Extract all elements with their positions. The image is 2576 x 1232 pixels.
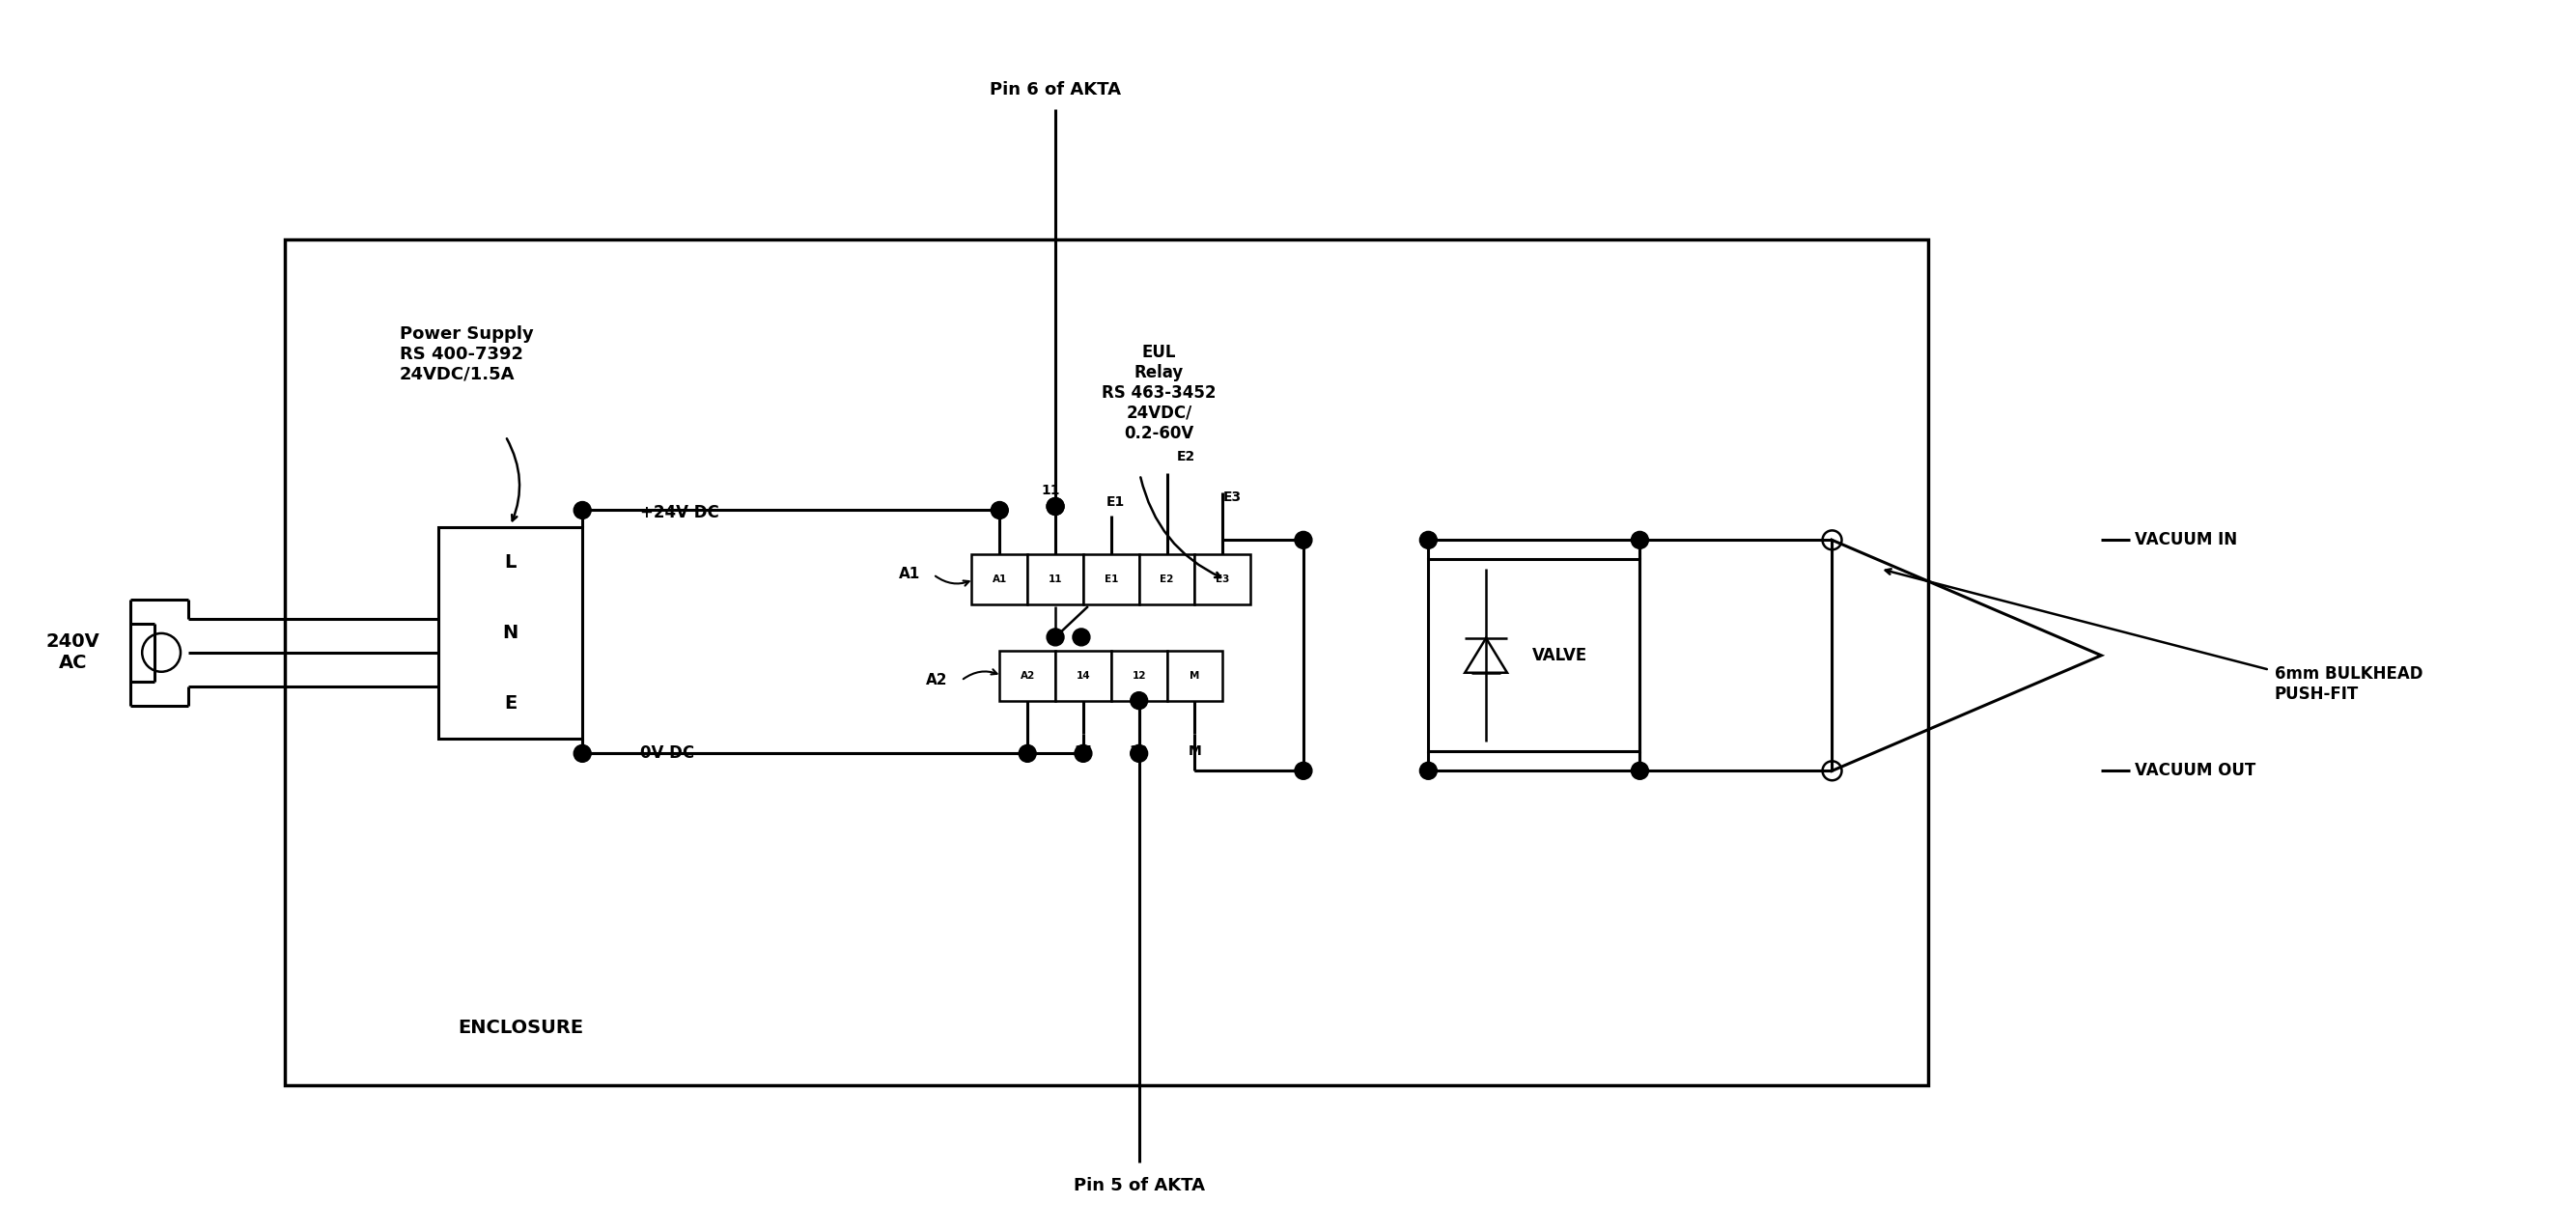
Text: E2: E2 [1159, 574, 1175, 584]
Text: E3: E3 [1224, 490, 1242, 504]
Circle shape [1046, 498, 1064, 515]
Circle shape [1419, 763, 1437, 780]
Text: A2: A2 [1020, 670, 1036, 680]
Circle shape [1020, 745, 1036, 763]
Circle shape [1296, 531, 1311, 548]
Text: Power Supply
RS 400-7392
24VDC/1.5A: Power Supply RS 400-7392 24VDC/1.5A [399, 325, 533, 383]
Text: L: L [505, 553, 515, 572]
Circle shape [1046, 628, 1064, 646]
Text: E: E [505, 695, 518, 713]
Text: 14: 14 [1074, 745, 1092, 759]
Bar [283, 239, 1929, 1085]
Text: E1: E1 [1105, 574, 1118, 584]
Bar [438, 527, 582, 739]
Text: VALVE: VALVE [1533, 647, 1587, 664]
Bar [1167, 650, 1224, 701]
Text: E2: E2 [1177, 450, 1195, 463]
Bar [1028, 554, 1084, 605]
Text: 0V DC: 0V DC [639, 745, 696, 763]
Bar [971, 554, 1028, 605]
Bar [1195, 554, 1249, 605]
Text: 12: 12 [1131, 670, 1146, 680]
Circle shape [1419, 531, 1437, 548]
Text: M: M [1188, 745, 1200, 759]
Text: +24V DC: +24V DC [639, 504, 719, 522]
Text: A1: A1 [899, 567, 920, 582]
Text: N: N [502, 625, 518, 642]
Text: M: M [1190, 670, 1200, 680]
Circle shape [1631, 763, 1649, 780]
Circle shape [574, 501, 590, 519]
Text: 14: 14 [1077, 670, 1090, 680]
Circle shape [1296, 763, 1311, 780]
Text: ENCLOSURE: ENCLOSURE [459, 1019, 582, 1036]
Bar [1139, 554, 1195, 605]
Text: 11: 11 [1041, 483, 1059, 496]
Circle shape [1631, 531, 1649, 548]
Bar [1084, 554, 1139, 605]
Circle shape [574, 745, 590, 763]
Text: 11: 11 [1048, 574, 1061, 584]
Bar [1056, 650, 1110, 701]
Text: E1: E1 [1108, 495, 1126, 509]
Text: A2: A2 [927, 674, 948, 687]
Text: EUL
Relay
RS 463-3452
24VDC/
0.2-60V: EUL Relay RS 463-3452 24VDC/ 0.2-60V [1103, 344, 1216, 442]
Text: 12: 12 [1131, 745, 1149, 759]
Bar [999, 650, 1056, 701]
Text: VACUUM IN: VACUUM IN [2136, 531, 2239, 548]
Text: E3: E3 [1216, 574, 1229, 584]
Bar [1110, 650, 1167, 701]
Text: Pin 5 of AKTA: Pin 5 of AKTA [1074, 1178, 1206, 1195]
Text: 6mm BULKHEAD
PUSH-FIT: 6mm BULKHEAD PUSH-FIT [2275, 665, 2421, 703]
Circle shape [1131, 745, 1149, 763]
Circle shape [1131, 692, 1149, 710]
Bar [1427, 559, 1641, 752]
Text: 240V
AC: 240V AC [46, 633, 100, 673]
Circle shape [1046, 498, 1064, 515]
Text: Pin 6 of AKTA: Pin 6 of AKTA [989, 81, 1121, 99]
Circle shape [1072, 628, 1090, 646]
Text: VACUUM OUT: VACUUM OUT [2136, 763, 2257, 780]
Circle shape [1074, 745, 1092, 763]
Text: A1: A1 [992, 574, 1007, 584]
Circle shape [992, 501, 1007, 519]
